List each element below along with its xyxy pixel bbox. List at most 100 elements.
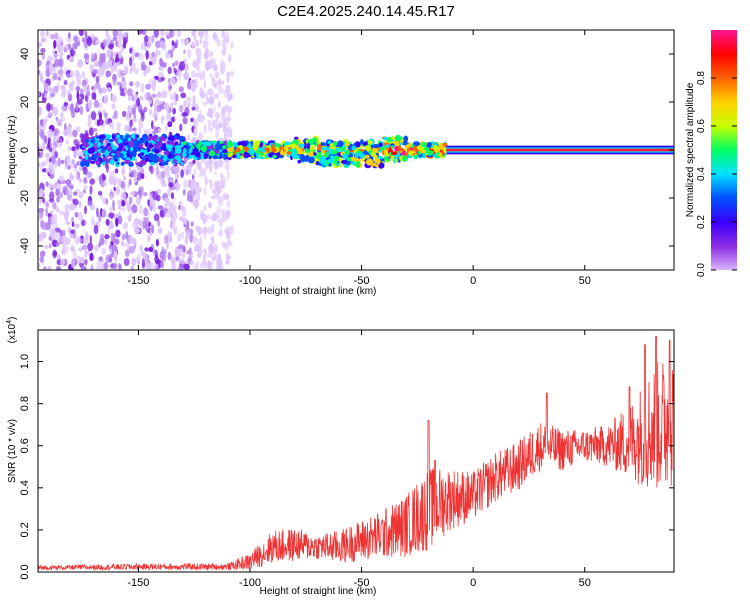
heatmap-noise-cell [66,37,72,43]
heatmap-signal-cell [152,154,158,161]
heatmap-noise-cell [46,30,49,37]
heatmap-noise-cell [44,93,47,99]
heatmap-noise-cell [159,57,164,67]
heatmap-signal-cell [391,155,395,161]
heatmap-noise-cell [201,259,208,269]
heatmap-noise-cell [87,84,90,93]
heatmap-signal-cell [315,154,322,159]
heatmap-noise-cell [131,49,136,57]
heatmap-noise-cell [95,266,102,270]
heatmap-noise-cell [97,190,103,196]
heatmap-signal-cell [389,143,395,147]
heatmap-signal-cell [367,140,373,145]
heatmap-signal-cell [182,141,187,146]
heatmap-noise-cell [87,122,92,127]
heatmap-noise-cell [115,229,121,238]
heatmap-noise-cell [150,93,157,99]
heatmap-noise-cell [112,36,118,41]
heatmap-signal-cell [167,154,174,159]
heatmap-noise-cell [81,219,85,227]
heatmap-noise-cell [224,37,229,45]
heatmap-noise-cell [217,38,221,48]
heatmap-noise-cell [192,60,197,67]
heatmap-noise-cell [80,88,84,95]
heatmap-noise-cell [161,115,165,121]
heatmap-noise-cell [213,105,216,115]
heatmap-signal-cell [358,152,365,159]
heatmap-noise-cell [182,189,186,196]
heatmap-noise-cell [214,80,218,89]
heatmap-signal-cell [227,153,233,158]
heatmap-noise-cell [132,127,137,132]
heatmap-noise-cell [39,256,44,263]
heatmap-noise-cell [195,49,199,57]
heatmap-noise-cell [82,237,89,245]
heatmap-noise-cell [196,159,201,165]
heatmap-noise-cell [83,39,88,49]
heatmap-noise-cell [113,186,116,192]
heatmap-noise-cell [219,80,224,85]
heatmap-noise-cell [152,190,159,201]
heatmap-noise-cell [198,173,202,178]
x-tick-label: 0 [470,275,476,287]
heatmap-noise-cell [100,66,104,73]
y-tick-label: -40 [19,238,31,254]
heatmap-signal-cell [374,154,378,161]
heatmap-noise-cell [58,210,64,215]
heatmap-signal-cell [227,147,234,153]
heatmap-noise-cell [193,118,199,129]
heatmap-noise-cell [190,83,196,92]
heatmap-signal-cell [394,146,399,152]
heatmap-noise-cell [38,212,42,219]
heatmap-noise-cell [66,73,71,78]
heatmap-signal-cell [85,136,91,140]
heatmap-signal-cell [130,133,136,139]
heatmap-noise-cell [160,30,165,37]
heatmap-noise-cell [57,43,62,53]
heatmap-noise-cell [208,202,212,209]
heatmap-noise-cell [139,109,146,115]
heatmap-noise-cell [170,49,174,59]
heatmap-signal-cell [320,158,326,165]
heatmap-noise-cell [119,91,126,97]
heatmap-signal-cell [85,154,89,161]
heatmap-noise-cell [202,254,207,260]
heatmap-noise-cell [87,242,94,252]
heatmap-noise-cell [151,120,154,130]
heatmap-noise-cell [38,42,43,48]
heatmap-noise-cell [70,80,76,85]
heatmap-noise-cell [194,130,198,137]
heatmap-signal-cell [427,151,432,156]
heatmap-noise-cell [75,172,79,181]
heatmap-noise-cell [69,49,76,57]
colorbar-label: Normalized spectral amplitude [685,82,696,217]
heatmap-signal-cell [126,151,130,158]
heatmap-noise-cell [108,43,114,50]
heatmap-noise-cell [206,112,210,117]
heatmap-noise-cell [98,175,103,185]
heatmap-noise-cell [76,90,80,101]
heatmap-noise-cell [78,178,83,183]
heatmap-noise-cell [148,98,153,105]
heatmap-noise-cell [126,215,131,220]
heatmap-noise-cell [113,62,118,72]
heatmap-noise-cell [172,62,176,67]
heatmap-noise-cell [57,36,64,45]
heatmap-noise-cell [208,244,214,254]
heatmap-noise-cell [222,194,228,201]
heatmap-noise-cell [61,104,65,111]
heatmap-noise-cell [94,244,99,252]
heatmap-noise-cell [122,175,127,181]
heatmap-noise-cell [220,183,226,189]
heatmap-signal-cell [206,141,212,147]
heatmap-signal-cell [307,152,314,157]
heatmap-noise-cell [63,79,68,86]
x-tick-label: -50 [354,275,370,287]
heatmap-noise-cell [89,252,94,261]
heatmap-signal-cell [120,161,125,166]
heatmap-noise-cell [219,67,225,74]
heatmap-noise-cell [151,224,155,234]
x-tick-label: 0 [470,577,476,589]
heatmap-noise-cell [211,213,217,222]
heatmap-signal-cell [116,147,123,151]
